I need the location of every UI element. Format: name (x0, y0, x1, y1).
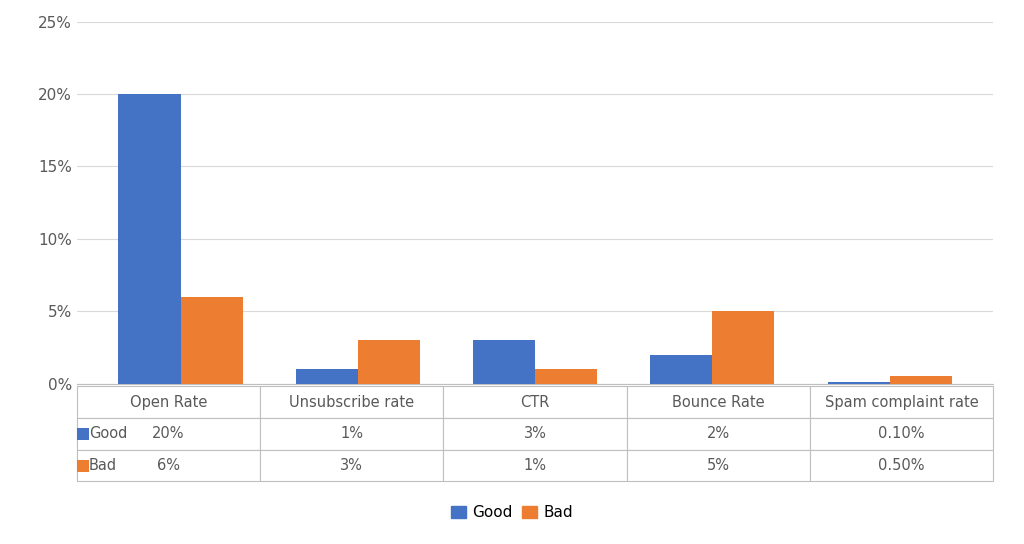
Text: Bad: Bad (89, 458, 117, 473)
Bar (827, 382, 890, 384)
Bar (713, 311, 774, 384)
Text: Good: Good (89, 426, 127, 441)
Bar (119, 94, 180, 384)
Bar (296, 369, 357, 384)
Bar (357, 340, 420, 384)
Bar (890, 376, 951, 384)
Bar (535, 369, 597, 384)
Legend: Good, Bad: Good, Bad (451, 505, 573, 520)
Bar (180, 296, 243, 384)
Bar (473, 340, 535, 384)
Bar (650, 355, 713, 384)
